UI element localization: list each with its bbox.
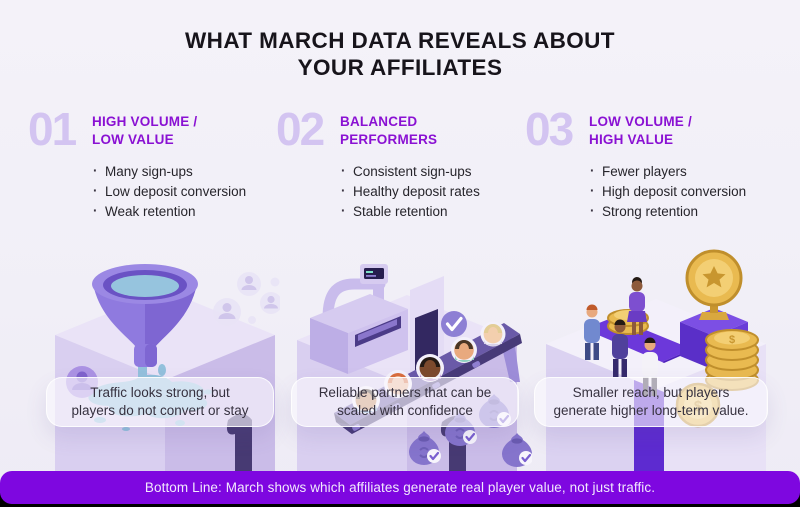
funnel-icon xyxy=(92,264,198,386)
bullet-item: High deposit conversion xyxy=(589,182,771,200)
bullet-item: Healthy deposit rates xyxy=(340,182,522,200)
bullet-item: Strong retention xyxy=(589,202,771,220)
column-balanced-performers: 02 BALANCED PERFORMERS Consistent sign-u… xyxy=(276,103,522,223)
person-figure xyxy=(584,277,658,396)
bullet-item: Consistent sign-ups xyxy=(340,162,522,180)
bullet-list-2: Consistent sign-ups Healthy deposit rate… xyxy=(340,162,522,220)
bullet-list-1: Many sign-ups Low deposit conversion Wea… xyxy=(92,162,274,220)
people-coins-illustration: $ $ xyxy=(546,249,766,472)
column-heading-1: HIGH VOLUME / LOW VALUE xyxy=(92,114,198,147)
user-bubble-icon xyxy=(213,272,280,326)
bullet-item: Stable retention xyxy=(340,202,522,220)
caption-pill-2: Reliable partners that can be scaled wit… xyxy=(291,377,519,428)
step-number-1: 01 xyxy=(28,103,77,155)
bottom-line-text: Bottom Line: March shows which affiliate… xyxy=(144,480,656,495)
bullet-item: Many sign-ups xyxy=(92,162,274,180)
bottom-line-banner: Bottom Line: March shows which affiliate… xyxy=(0,471,800,504)
step-number-3: 03 xyxy=(525,103,574,155)
svg-text:$: $ xyxy=(729,334,735,346)
bullet-item: Weak retention xyxy=(92,202,274,220)
step-number-2: 02 xyxy=(276,103,325,155)
dark-ribbon-icon xyxy=(226,414,252,472)
machine-icon xyxy=(310,264,408,374)
conveyor-factory-illustration xyxy=(297,264,532,472)
caption-pill-3: Smaller reach, but players generate high… xyxy=(534,377,768,428)
column-heading-2: BALANCED PERFORMERS xyxy=(340,114,438,147)
column-low-volume-high-value: 03 LOW VOLUME / HIGH VALUE Fewer players… xyxy=(525,103,771,223)
page-title: WHAT MARCH DATA REVEALS ABOUT YOUR AFFIL… xyxy=(185,28,615,80)
caption-pill-1: Traffic looks strong, but players do not… xyxy=(46,377,274,428)
column-heading-3: LOW VOLUME / HIGH VALUE xyxy=(589,114,692,147)
bullet-list-3: Fewer players High deposit conversion St… xyxy=(589,162,771,220)
bullet-item: Low deposit conversion xyxy=(92,182,274,200)
funnel-spill-illustration xyxy=(55,264,280,472)
bullet-item: Fewer players xyxy=(589,162,771,180)
column-high-volume-low-value: 01 HIGH VOLUME / LOW VALUE Many sign-ups… xyxy=(28,103,274,223)
